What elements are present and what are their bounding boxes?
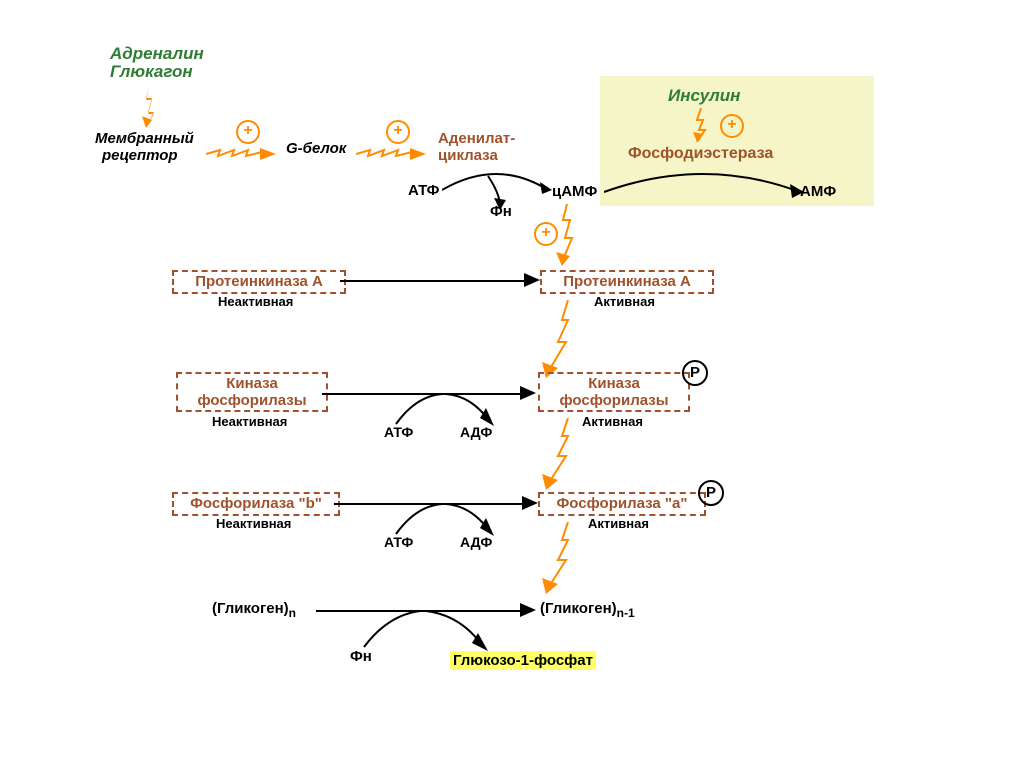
bolt-camp-pka <box>552 204 582 266</box>
kinase-inactive-l2: фосфорилазы <box>182 392 322 409</box>
phos-active-box: Фосфорилаза "a" <box>538 492 706 516</box>
membrane-receptor-l1: Мембранный <box>95 130 194 147</box>
phosphodiesterase-label: Фосфодиэстераза <box>628 145 773 163</box>
kinase-inactive-l1: Киназа <box>182 375 322 392</box>
bolt-gprotein-adenylate <box>356 144 426 164</box>
kinase-active-sub: Активная <box>582 414 643 429</box>
plus-icon-3: + <box>720 114 744 138</box>
membrane-receptor-l2: рецептор <box>102 147 178 164</box>
phos-adp: АДФ <box>460 534 492 550</box>
plus-icon-2: + <box>386 120 410 144</box>
glycogen-fn: Фн <box>350 648 372 665</box>
glycogen-n: (Гликоген)n <box>212 600 296 620</box>
kinase-inactive-sub: Неактивная <box>212 414 287 429</box>
bolt-pka-kinase <box>530 300 570 378</box>
phos-inactive-label: Фосфорилаза "b" <box>190 495 322 512</box>
pka-active-sub: Активная <box>594 294 655 309</box>
curve-glycogen-fn <box>360 611 490 655</box>
kinase-adp: АДФ <box>460 424 492 440</box>
phos-atp: АТФ <box>384 534 413 550</box>
bolt-kinase-phos <box>530 418 570 490</box>
g-protein-label: G-белок <box>286 140 346 157</box>
phos-active-label: Фосфорилаза "a" <box>557 495 688 512</box>
kinase-active-box: Киназа фосфорилазы <box>538 372 690 412</box>
pka-inactive-box: Протеинкиназа А <box>172 270 346 294</box>
plus-icon-1: + <box>236 120 260 144</box>
phos-active-sub: Активная <box>588 516 649 531</box>
camp-label: цАМФ <box>552 183 597 200</box>
amp-label: АМФ <box>800 183 836 200</box>
pka-active-box: Протеинкиназа А <box>540 270 714 294</box>
kinase-inactive-box: Киназа фосфорилазы <box>176 372 328 412</box>
phos-inactive-box: Фосфорилаза "b" <box>172 492 340 516</box>
kinase-active-l2: фосфорилазы <box>544 392 684 409</box>
adrenaline-label: Адреналин <box>110 44 204 64</box>
adenylate-l2: циклаза <box>438 147 498 164</box>
pka-active-label: Протеинкиназа А <box>563 273 691 290</box>
insulin-label: Инсулин <box>668 86 740 106</box>
bolt-adrenaline-receptor <box>140 84 160 128</box>
p-circle-1: P <box>682 360 708 386</box>
curve-atp-camp <box>442 168 552 212</box>
kinase-active-l1: Киназа <box>544 375 684 392</box>
glucose-1-phosphate: Глюкозо-1-фосфат <box>450 652 596 669</box>
bolt-insulin <box>692 108 710 142</box>
kinase-atp: АТФ <box>384 424 413 440</box>
curve-camp-amp <box>604 168 804 202</box>
p-circle-2: P <box>698 480 724 506</box>
arrow-pka <box>340 280 526 282</box>
glycogen-n1: (Гликоген)n-1 <box>540 600 635 620</box>
phos-inactive-sub: Неактивная <box>216 516 291 531</box>
bolt-phos-glycogen <box>530 522 570 594</box>
pka-inactive-sub: Неактивная <box>218 294 293 309</box>
adenylate-l1: Аденилат- <box>438 130 515 147</box>
pka-inactive-label: Протеинкиназа А <box>195 273 323 290</box>
atp-label: АТФ <box>408 182 439 199</box>
glucagon-label: Глюкагон <box>110 62 193 82</box>
bolt-receptor-gprotein <box>206 144 276 164</box>
